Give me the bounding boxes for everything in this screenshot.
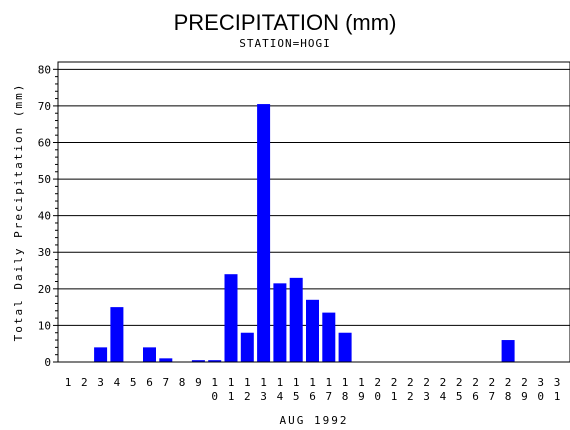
bar-day-12: [240, 332, 254, 362]
bar-day-14: [273, 283, 287, 362]
bar-day-13: [257, 104, 271, 362]
bar-day-6: [143, 347, 156, 362]
x-tick-label: 1: [65, 376, 72, 389]
x-tick-label: 2: [81, 376, 88, 389]
y-tick-label: 70: [38, 100, 51, 113]
x-tick-label: 5: [130, 376, 137, 389]
x-tick-label: 3: [97, 376, 104, 389]
x-tick-label: 7: [162, 376, 169, 389]
bars: [94, 104, 515, 362]
bar-day-9: [191, 360, 205, 362]
bar-day-28: [501, 340, 515, 362]
y-tick-label: 0: [44, 356, 51, 369]
x-tick-label: 4: [114, 376, 121, 389]
y-tick-label: 40: [38, 210, 51, 223]
bar-day-18: [338, 332, 352, 362]
bar-day-4: [110, 307, 124, 362]
bar-day-11: [224, 274, 238, 362]
bar-day-16: [306, 299, 319, 362]
y-axis-label: Total Daily Precipitation (mm): [12, 83, 25, 342]
grid-lines: [58, 68, 570, 326]
chart-title: PRECIPITATION (mm): [174, 10, 397, 35]
bar-day-3: [94, 347, 108, 362]
x-tick-label: 9: [195, 376, 202, 389]
y-tick-label: 80: [38, 63, 51, 76]
x-tick-label: 8: [179, 376, 186, 389]
y-tick-label: 10: [38, 319, 51, 332]
y-tick-label: 20: [38, 283, 51, 296]
plot-frame: [57, 61, 570, 363]
y-tick-label: 60: [38, 136, 51, 149]
y-ticks: 0 10 20 30 40 50 60 70 80: [38, 63, 58, 369]
bar-day-15: [289, 277, 303, 362]
x-tick-label: 6: [146, 376, 153, 389]
chart-subtitle: STATION=HOGI: [239, 37, 330, 50]
y-tick-label: 50: [38, 173, 51, 186]
bar-day-17: [322, 312, 336, 362]
bar-day-10: [208, 360, 222, 362]
bar-day-7: [159, 358, 173, 362]
y-tick-label: 30: [38, 246, 51, 259]
x-ticks: 1 2 3 4 5 6 7 8 9 1 01 11 21 31 41 51 61 71 81 92 02 12 22 32 42…: [65, 376, 561, 403]
x-axis-label: AUG 1992: [280, 414, 349, 427]
